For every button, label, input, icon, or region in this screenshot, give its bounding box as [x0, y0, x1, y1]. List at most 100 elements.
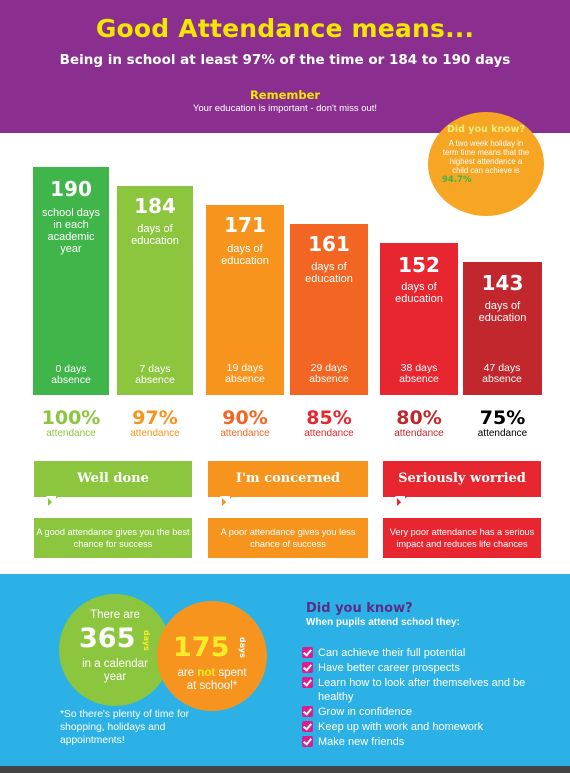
percent-value: 75% — [479, 407, 526, 429]
remember-text: Your education is important - don't miss… — [192, 103, 378, 114]
bar-absence: 0 days absence — [51, 363, 91, 386]
percent-label: attendance — [477, 428, 528, 439]
page-title: Good Attendance means... — [95, 14, 475, 43]
bar-days-number: 171 — [224, 213, 266, 237]
checkbox-icon — [302, 677, 313, 688]
circle365-top-text: There are — [90, 609, 140, 621]
list-item: Grow in confidence — [302, 705, 542, 719]
bar-absence: 7 days absence — [135, 363, 175, 386]
attendance-bar-161: 161 days of education 29 days absence — [290, 224, 368, 395]
attendance-bar-152: 152 days of education 38 days absence — [380, 243, 458, 395]
circle365-bottom-text: in a calendar year — [82, 658, 148, 683]
percent-label: attendance — [130, 428, 180, 439]
attendance-bar-143: 143 days of education 47 days absence — [463, 262, 542, 395]
did-you-know-subheading: When pupils attend school they: — [306, 617, 460, 628]
checkbox-icon — [302, 721, 313, 732]
well-done-callout: Well done — [34, 461, 192, 506]
attendance-percent-100: 100% attendance — [33, 408, 109, 439]
bar-days-label: days of education — [305, 261, 353, 285]
benefit-text: Have better career prospects — [318, 662, 460, 674]
attendance-bar-171: 171 days of education 19 days absence — [206, 205, 284, 395]
percent-value: 100% — [41, 407, 101, 429]
percent-value: 97% — [132, 407, 178, 429]
did-you-know-heading: Did you know? — [306, 601, 413, 616]
header-banner: Good Attendance means... Being in school… — [0, 0, 570, 133]
attendance-percent-75: 75% attendance — [463, 408, 542, 439]
bar-days-number: 161 — [308, 232, 350, 256]
callout-label: Well done — [77, 471, 149, 486]
percent-value: 90% — [222, 407, 268, 429]
callout-label: Seriously worried — [398, 471, 526, 486]
concerned-note: A poor attendance gives you less chance … — [208, 518, 368, 558]
percent-value: 85% — [306, 407, 352, 429]
benefit-text: Make new friends — [318, 736, 405, 748]
bar-days-label: days of education — [478, 300, 527, 324]
bar-days-label: days of education — [221, 243, 269, 267]
benefit-text: Keep up with work and homework — [318, 721, 484, 733]
callout-tip — [222, 496, 233, 506]
bar-days-label: days of education — [131, 223, 179, 247]
circle175-line1: are not spent — [157, 667, 267, 680]
circle365-days: days — [142, 630, 151, 651]
did-you-know-bubble-text: A two week holiday in term time means th… — [442, 139, 530, 175]
attendance-bar-184: 184 days of education 7 days absence — [117, 186, 193, 395]
bar-absence: 19 days absence — [225, 362, 265, 385]
attendance-percent-97: 97% attendance — [117, 408, 193, 439]
bar-absence: 29 days absence — [309, 362, 349, 385]
circle175-not: not — [197, 667, 216, 679]
did-you-know-bubble-value: 94.7% — [442, 175, 472, 185]
did-you-know-bubble-title: Did you know? — [447, 124, 525, 135]
circle175-spent: spent — [218, 667, 247, 679]
well-done-note: A good attendance gives you the best cha… — [34, 518, 192, 558]
percent-label: attendance — [46, 428, 96, 439]
bar-absence: 47 days absence — [482, 362, 522, 385]
checkbox-icon — [302, 736, 313, 747]
checkbox-icon — [302, 647, 313, 658]
percent-label: attendance — [394, 428, 444, 439]
list-item: Keep up with work and homework — [302, 720, 542, 734]
percent-label: attendance — [220, 428, 270, 439]
percent-label: attendance — [304, 428, 354, 439]
attendance-percent-80: 80% attendance — [380, 408, 458, 439]
list-item: Make new friends — [302, 735, 542, 749]
list-item: Have better career prospects — [302, 661, 542, 675]
attendance-percent-90: 90% attendance — [206, 408, 284, 439]
benefit-text: Grow in confidence — [318, 706, 413, 718]
callout-tip — [397, 496, 408, 506]
circle175-are: are — [177, 667, 195, 679]
attendance-percent-85: 85% attendance — [290, 408, 368, 439]
bar-days-number: 184 — [134, 194, 176, 218]
checkbox-icon — [302, 662, 313, 673]
circle175-days: days — [238, 637, 247, 658]
did-you-know-bubble-body: A two week holiday in term time means th… — [442, 139, 530, 185]
bar-absence: 38 days absence — [399, 362, 439, 385]
bar-days-label: school days in each academic year — [41, 207, 101, 255]
page-subtitle: Being in school at least 97% of the time… — [59, 52, 511, 68]
bar-days-label: days of education — [395, 281, 443, 305]
seriously-worried-note: Very poor attendance has a serious impac… — [383, 518, 541, 558]
bar-days-number: 190 — [50, 177, 92, 201]
concerned-callout: I'm concerned — [208, 461, 368, 506]
callout-label: I'm concerned — [235, 471, 341, 486]
bar-days-number: 152 — [398, 253, 440, 277]
bottom-strip — [0, 766, 570, 773]
percent-value: 80% — [396, 407, 442, 429]
not-at-school-circle: 175 days are not spent at school* — [157, 601, 267, 711]
seriously-worried-callout: Seriously worried — [383, 461, 541, 506]
remember-heading: Remember — [249, 88, 321, 102]
callout-tip — [48, 496, 59, 506]
bar-days-number: 143 — [481, 271, 524, 295]
calendar-year-circle: There are 365 days in a calendar year — [59, 594, 171, 706]
circle175-line2: at school* — [186, 680, 238, 692]
checkbox-icon — [302, 706, 313, 717]
did-you-know-bubble: Did you know? A two week holiday in term… — [428, 112, 544, 216]
benefit-text: Learn how to look after themselves and b… — [318, 677, 526, 703]
attendance-bar-190: 190 school days in each academic year 0 … — [33, 167, 109, 395]
benefit-text: Can achieve their full potential — [318, 647, 466, 659]
circle365-number: 365 — [79, 623, 136, 654]
circle175-number: 175 — [173, 632, 230, 663]
benefits-list: Can achieve their full potential Have be… — [302, 646, 542, 750]
footnote: *So there's plenty of time for shopping,… — [60, 709, 190, 746]
list-item: Can achieve their full potential — [302, 646, 542, 660]
list-item: Learn how to look after themselves and b… — [302, 676, 542, 704]
